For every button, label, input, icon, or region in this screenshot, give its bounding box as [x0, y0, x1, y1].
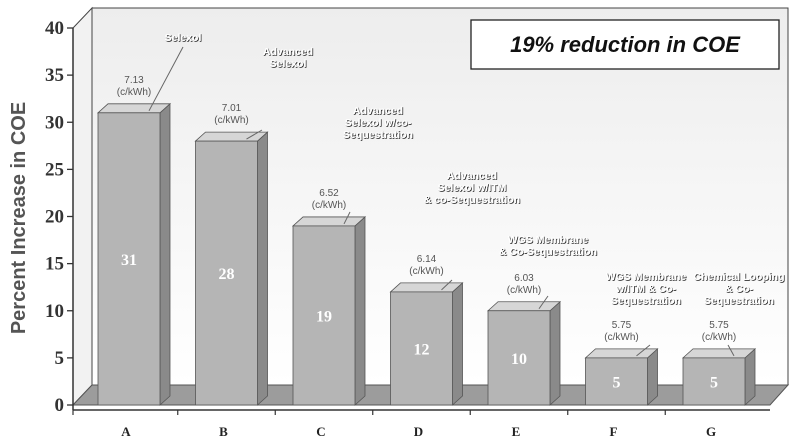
bars-group: 317.13(c/kWh)287.01(c/kWh)196.52(c/kWh)1…	[96, 75, 757, 406]
bar-annotation-text: & co-Sequestration	[424, 194, 520, 206]
y-tick-label: 40	[45, 18, 64, 39]
bar	[292, 225, 356, 406]
y-axis-ticks: 0 5 10 15 20 25 30 35 40	[45, 18, 73, 416]
bar-top-face	[291, 216, 367, 227]
bar-annotation-text: Advanced	[353, 105, 403, 117]
plot-left-wall	[72, 6, 93, 407]
x-axis-ticks: A B C D E F G	[72, 410, 716, 439]
bar-value-label: 28	[219, 266, 235, 283]
y-tick-label: 10	[45, 301, 64, 322]
title-box: 19% reduction in COE	[470, 19, 780, 70]
bar-annotation-text: Advanced	[263, 46, 313, 58]
y-tick-label: 35	[45, 65, 64, 86]
bar-value-label: 10	[511, 351, 527, 368]
cost-value-label: 5.75	[709, 320, 729, 331]
x-tick-label: D	[414, 424, 423, 439]
cost-value-label: 5.75	[612, 320, 632, 331]
x-tick-label: B	[219, 424, 228, 439]
bar-annotation-text: WGS Membrane	[606, 271, 687, 283]
bar	[390, 291, 453, 406]
bar-side-face	[452, 282, 463, 406]
bar-side-face	[647, 347, 658, 406]
y-tick-label: 5	[55, 348, 65, 369]
bar-annotation-text: & Co-Sequestration	[499, 246, 597, 258]
annotation-leader-line	[441, 279, 453, 291]
cost-value-label: 7.13	[124, 75, 144, 86]
cost-unit-label: (c/kWh)	[117, 87, 151, 98]
cost-value-label: 6.03	[514, 273, 534, 284]
bar-annotation-text: Chemical Looping	[693, 271, 784, 283]
annotation-leader-line	[148, 46, 184, 112]
cost-value-label: 6.14	[417, 254, 437, 265]
bar-top-face	[584, 348, 659, 359]
bar-annotation-text: Sequestration	[343, 129, 413, 141]
cost-unit-label: (c/kWh)	[604, 332, 638, 343]
bar-annotation-text: Advanced	[447, 170, 497, 182]
bar-side-face	[159, 102, 171, 406]
annotation-leader-line	[246, 129, 263, 140]
cost-unit-label: (c/kWh)	[312, 200, 346, 211]
cost-unit-label: (c/kWh)	[409, 266, 443, 277]
cost-unit-label: (c/kWh)	[702, 332, 736, 343]
bar-side-face	[549, 300, 561, 406]
y-tick-label: 20	[45, 207, 64, 228]
x-tick-label: F	[610, 424, 618, 439]
x-tick-label: G	[706, 424, 716, 439]
annotation-leader-line	[727, 344, 735, 357]
cost-unit-label: (c/kWh)	[507, 285, 541, 296]
y-axis-label: Percent Increase in COE	[8, 102, 30, 334]
bar-value-label: 19	[316, 308, 332, 325]
y-tick-label: 15	[45, 254, 64, 275]
bar-annotation-text: & Co-	[725, 283, 753, 295]
bar-top-face	[486, 301, 562, 312]
y-tick-label: 0	[55, 395, 65, 416]
cost-value-label: 6.52	[319, 188, 339, 199]
bar	[682, 357, 746, 406]
bar-annotation-text: Selexol	[165, 32, 202, 44]
bar-top-face	[389, 282, 464, 293]
bar-value-label: 5	[710, 374, 718, 391]
bar	[487, 310, 551, 406]
bar-side-face	[257, 131, 268, 406]
bar-annotation-text: Selexol w/co-	[345, 117, 412, 129]
x-tick-label: A	[121, 424, 131, 439]
title-box-frame	[470, 19, 780, 70]
bar-annotation-text: Sequestration	[611, 295, 681, 307]
bar-top-face	[681, 348, 757, 359]
bar-annotation-text: WGS Membrane	[508, 234, 589, 246]
bar-annotation-text: Sequestration	[704, 295, 774, 307]
y-tick-label: 30	[45, 112, 64, 133]
bar-value-label: 12	[414, 341, 430, 358]
x-tick-label: C	[316, 424, 325, 439]
x-tick-label: E	[512, 424, 521, 439]
bar-annotation-text: Selexol	[270, 58, 307, 70]
bar-top-face	[96, 103, 172, 114]
bar-annotation-text: w/ITM & Co-	[615, 283, 677, 295]
cost-unit-label: (c/kWh)	[214, 115, 248, 126]
bar	[97, 112, 161, 406]
bar-value-label: 31	[121, 252, 137, 269]
bar-side-face	[354, 216, 366, 406]
annotation-leader-line	[343, 211, 351, 225]
bar-side-face	[744, 347, 756, 406]
chart-title: 19% reduction in COE	[510, 32, 741, 57]
annotation-leader-line	[636, 344, 651, 357]
bar	[585, 357, 648, 406]
y-tick-label: 25	[45, 159, 64, 180]
annotation-leader-line	[538, 295, 549, 310]
bar-value-label: 5	[613, 374, 621, 391]
cost-value-label: 7.01	[222, 103, 242, 114]
bar-annotation-text: Selexol w/ITM	[438, 182, 507, 194]
bar	[195, 140, 258, 406]
